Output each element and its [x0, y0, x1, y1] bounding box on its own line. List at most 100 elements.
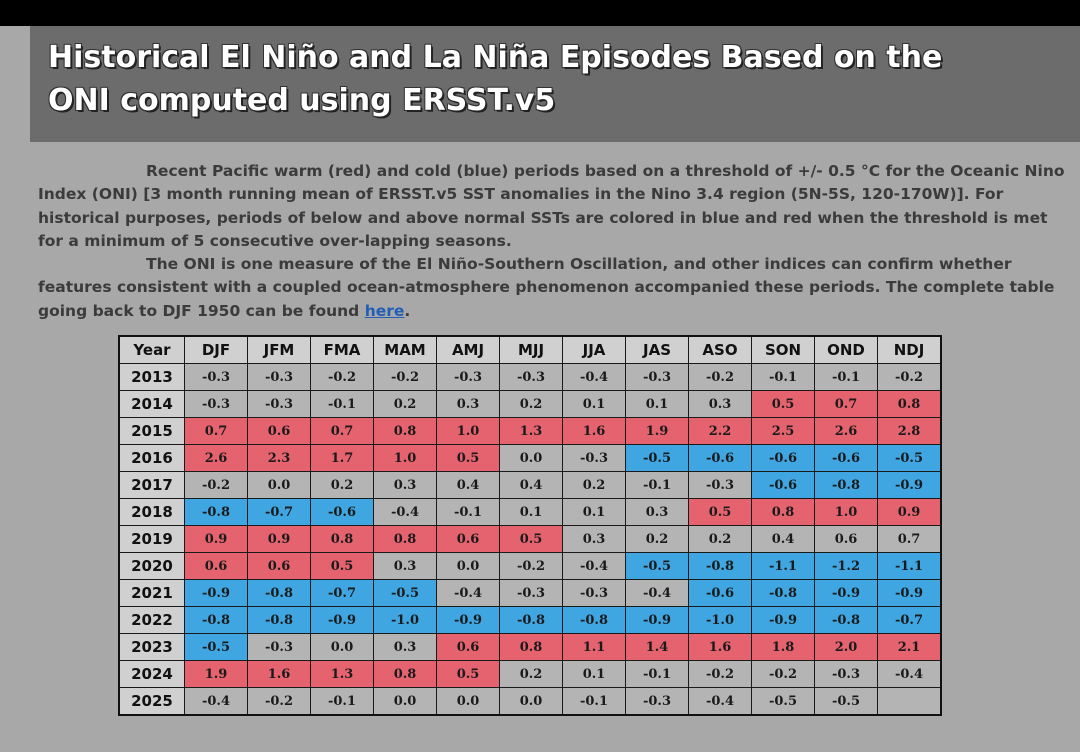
oni-table: Year DJF JFM FMA MAM AMJ MJJ JJA JAS ASO SON OND NDJ…	[118, 335, 942, 716]
column-header-aso: ASO	[688, 335, 752, 364]
column-header-amj: AMJ	[436, 335, 500, 364]
year-cell: 2017	[118, 471, 185, 499]
oni-value-cell: 2.5	[751, 417, 815, 445]
table-row: 2013 -0.3 -0.3 -0.2 -0.2 -0.3 -0.3 -0.4 -0.3 -0.2…	[118, 363, 942, 391]
table-row: 2018 -0.8 -0.7 -0.6 -0.4 -0.1 0.1 0.1 0.3 0.5 0.8 1…	[118, 498, 942, 526]
oni-value-cell: -0.8	[814, 471, 878, 499]
oni-value-cell: 0.3	[373, 471, 437, 499]
page: Historical El Niño and La Niña Episodes …	[0, 26, 1080, 752]
oni-value-cell: 1.3	[499, 417, 563, 445]
oni-value-cell: -0.9	[310, 606, 374, 634]
column-header-jfm: JFM	[247, 335, 311, 364]
oni-value-cell: 0.8	[373, 525, 437, 553]
oni-value-cell: 0.1	[562, 660, 626, 688]
oni-value-cell: -0.9	[436, 606, 500, 634]
oni-value-cell: 0.5	[499, 525, 563, 553]
oni-value-cell: -0.6	[751, 444, 815, 472]
oni-value-cell: 0.3	[436, 390, 500, 418]
oni-value-cell: -0.8	[814, 606, 878, 634]
oni-value-cell: -0.2	[688, 363, 752, 391]
oni-value-cell: -0.3	[814, 660, 878, 688]
oni-value-cell: -0.3	[625, 687, 689, 716]
oni-value-cell: 1.4	[625, 633, 689, 661]
oni-value-cell: -0.1	[751, 363, 815, 391]
oni-value-cell: -0.2	[184, 471, 248, 499]
oni-value-cell: -0.6	[751, 471, 815, 499]
year-cell: 2023	[118, 633, 185, 661]
oni-value-cell: 0.4	[499, 471, 563, 499]
oni-value-cell: 2.6	[814, 417, 878, 445]
oni-value-cell: -0.4	[625, 579, 689, 607]
oni-value-cell: 0.8	[373, 660, 437, 688]
intro-text: Recent Pacific warm (red) and cold (blue…	[38, 160, 1068, 323]
oni-value-cell: -0.3	[247, 363, 311, 391]
year-cell: 2013	[118, 363, 185, 391]
oni-value-cell: -0.4	[562, 552, 626, 580]
table-row: 2023 -0.5 -0.3 0.0 0.3 0.6 0.8 1.1 1.4 1.6 1.8 2.0 2…	[118, 633, 942, 661]
oni-value-cell: 0.0	[499, 687, 563, 716]
oni-value-cell	[877, 687, 942, 716]
table-row: 2022 -0.8 -0.8 -0.9 -1.0 -0.9 -0.8 -0.8 -0.9 -1.0…	[118, 606, 942, 634]
oni-value-cell: -0.4	[373, 498, 437, 526]
column-header-fma: FMA	[310, 335, 374, 364]
oni-value-cell: -0.6	[814, 444, 878, 472]
oni-value-cell: -1.1	[751, 552, 815, 580]
column-header-year: Year	[118, 335, 185, 364]
year-cell: 2015	[118, 417, 185, 445]
oni-value-cell: -0.8	[247, 606, 311, 634]
oni-value-cell: 0.8	[310, 525, 374, 553]
oni-value-cell: -0.8	[562, 606, 626, 634]
oni-value-cell: 0.0	[247, 471, 311, 499]
oni-value-cell: 1.0	[373, 444, 437, 472]
oni-value-cell: 0.5	[436, 444, 500, 472]
oni-value-cell: -1.1	[877, 552, 942, 580]
oni-value-cell: 0.7	[814, 390, 878, 418]
oni-value-cell: -0.3	[499, 579, 563, 607]
oni-value-cell: -0.1	[562, 687, 626, 716]
oni-value-cell: -0.9	[184, 579, 248, 607]
oni-value-cell: -0.2	[247, 687, 311, 716]
oni-value-cell: -0.3	[562, 444, 626, 472]
column-header-ndj: NDJ	[877, 335, 942, 364]
oni-value-cell: 0.2	[373, 390, 437, 418]
oni-value-cell: 0.2	[688, 525, 752, 553]
oni-value-cell: 0.6	[814, 525, 878, 553]
oni-value-cell: 0.3	[373, 552, 437, 580]
oni-value-cell: 0.0	[436, 687, 500, 716]
oni-value-cell: -0.8	[688, 552, 752, 580]
oni-value-cell: 1.6	[247, 660, 311, 688]
oni-value-cell: 0.1	[562, 498, 626, 526]
year-cell: 2021	[118, 579, 185, 607]
oni-value-cell: -0.6	[688, 579, 752, 607]
year-cell: 2016	[118, 444, 185, 472]
oni-value-cell: 0.3	[625, 498, 689, 526]
title-band	[30, 26, 1080, 142]
table-row: 2015 0.7 0.6 0.7 0.8 1.0 1.3 1.6 1.9 2.2 2.5 2.6 2.8	[118, 417, 942, 445]
oni-value-cell: 1.9	[184, 660, 248, 688]
oni-value-cell: -0.7	[247, 498, 311, 526]
oni-value-cell: 0.6	[184, 552, 248, 580]
year-cell: 2020	[118, 552, 185, 580]
oni-value-cell: 0.1	[625, 390, 689, 418]
oni-value-cell: -0.1	[625, 660, 689, 688]
oni-value-cell: 1.6	[562, 417, 626, 445]
oni-value-cell: -0.7	[310, 579, 374, 607]
column-header-son: SON	[751, 335, 815, 364]
table-row: 2019 0.9 0.9 0.8 0.8 0.6 0.5 0.3 0.2 0.2 0.4 0.6 0.7	[118, 525, 942, 553]
oni-value-cell: 0.5	[751, 390, 815, 418]
table-row: 2025 -0.4 -0.2 -0.1 0.0 0.0 0.0 -0.1 -0.3 -0.4 -0.…	[118, 687, 942, 716]
oni-value-cell: 1.3	[310, 660, 374, 688]
here-link[interactable]: here	[364, 301, 405, 320]
oni-value-cell: 0.2	[499, 390, 563, 418]
oni-value-cell: 1.7	[310, 444, 374, 472]
page-title-line-1: Historical El Niño and La Niña Episodes …	[48, 40, 943, 75]
oni-value-cell: -0.5	[373, 579, 437, 607]
oni-value-cell: -0.4	[562, 363, 626, 391]
oni-value-cell: 0.7	[877, 525, 942, 553]
oni-value-cell: -0.9	[877, 471, 942, 499]
year-cell: 2018	[118, 498, 185, 526]
oni-value-cell: 0.6	[436, 633, 500, 661]
oni-value-cell: 0.0	[436, 552, 500, 580]
oni-value-cell: 0.7	[310, 417, 374, 445]
oni-value-cell: -0.9	[751, 606, 815, 634]
